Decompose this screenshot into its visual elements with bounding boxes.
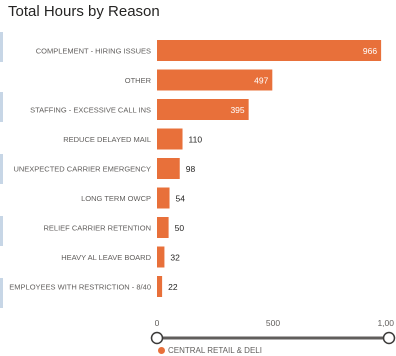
strip-segment-4 [0, 278, 3, 308]
bar-7 [157, 246, 165, 268]
strip-segment-3 [0, 216, 3, 246]
legend[interactable]: CENTRAL RETAIL & DELI [158, 346, 262, 355]
data-label-7: 32 [170, 253, 180, 263]
bar-1 [157, 69, 273, 91]
category-label-3: REDUCE DELAYED MAIL [63, 135, 151, 144]
bar-2 [157, 99, 249, 120]
data-label-6: 50 [175, 223, 185, 233]
strip-segment-0 [0, 32, 3, 62]
legend-label: CENTRAL RETAIL & DELI [168, 346, 262, 355]
strip-segment-2 [0, 154, 3, 184]
category-label-0: COMPLEMENT - HIRING ISSUES [36, 47, 151, 56]
legend-marker-icon [158, 347, 165, 354]
data-label-0: 966 [363, 46, 377, 56]
chart-title: Total Hours by Reason [8, 3, 160, 20]
data-label-1: 497 [254, 76, 268, 86]
category-label-2: STAFFING - EXCESSIVE CALL INS [30, 106, 151, 115]
range-slider-end-handle[interactable] [382, 331, 396, 345]
bar-5 [157, 187, 170, 209]
bar-0 [157, 40, 382, 61]
category-label-8: EMPLOYEES WITH RESTRICTION - 8/40 [9, 283, 151, 292]
category-label-6: RELIEF CARRIER RETENTION [43, 224, 151, 233]
data-label-8: 22 [168, 282, 178, 292]
bar-4 [157, 158, 180, 179]
data-label-4: 98 [186, 164, 196, 174]
x-tick-label-0: 0 [155, 318, 160, 328]
range-slider-start-handle[interactable] [150, 331, 164, 345]
category-label-5: LONG TERM OWCP [81, 194, 151, 203]
bar-8 [157, 276, 163, 297]
data-label-5: 54 [176, 194, 186, 204]
data-label-2: 395 [230, 105, 244, 115]
category-label-4: UNEXPECTED CARRIER EMERGENCY [13, 165, 151, 174]
category-label-1: OTHER [125, 76, 152, 85]
bar-6 [157, 217, 169, 238]
left-edge-strip [0, 32, 3, 308]
bar-3 [157, 128, 183, 150]
x-tick-label-2: 1,00 [377, 318, 394, 328]
x-tick-label-1: 500 [266, 318, 280, 328]
data-label-3: 110 [189, 135, 203, 145]
category-label-7: HEAVY AL LEAVE BOARD [61, 253, 151, 262]
strip-segment-1 [0, 92, 3, 122]
